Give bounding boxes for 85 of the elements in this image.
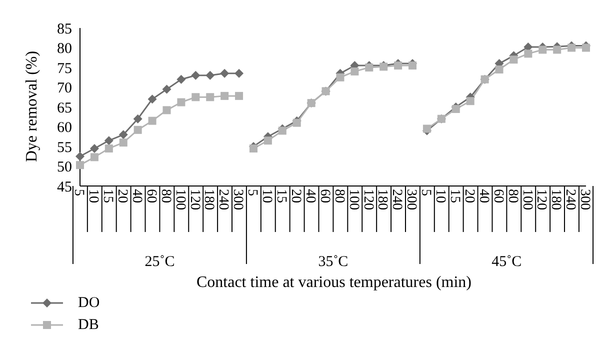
point — [206, 70, 215, 80]
x-tick-label: 120 — [534, 189, 549, 210]
x-tick-label: 10 — [432, 189, 448, 203]
point — [206, 93, 214, 102]
x-tick-label: 300 — [230, 189, 246, 210]
x-tick-label: 60 — [143, 189, 158, 203]
y-tick-label: 60 — [57, 120, 72, 136]
y-tick-label: 85 — [57, 21, 72, 38]
point — [235, 92, 244, 100]
x-tick-label: 240 — [216, 189, 231, 210]
x-tick-label: 80 — [331, 189, 346, 203]
x-tick-label: 120 — [360, 189, 376, 210]
y-tick-label: 45 — [57, 179, 72, 196]
point — [538, 46, 547, 54]
y-tick-label: 65 — [57, 100, 72, 116]
x-tick-label: 15 — [446, 189, 462, 203]
point — [422, 124, 431, 133]
x-axis-title: Contact time at various temperatures (min) — [195, 274, 473, 292]
text: 35˚C — [318, 254, 348, 270]
x-tick-label: 300 — [404, 189, 419, 210]
x-tick-label: 40 — [476, 189, 491, 203]
x-tick-label: 180 — [374, 189, 390, 210]
point — [104, 144, 113, 152]
point — [162, 84, 172, 94]
y-tick-label: 80 — [57, 41, 72, 58]
point — [134, 126, 142, 134]
point — [177, 98, 186, 106]
point — [510, 56, 518, 64]
point — [119, 138, 128, 147]
x-tick-label: 20 — [114, 189, 130, 203]
x-tick-label: 60 — [490, 189, 506, 203]
point — [191, 70, 200, 80]
text: 25˚C — [144, 254, 175, 270]
x-tick-label: 180 — [201, 189, 216, 210]
point — [582, 44, 590, 52]
x-tick-label: 5 — [71, 189, 86, 196]
point — [220, 92, 229, 100]
point — [76, 161, 84, 170]
x-tick-label: 100 — [346, 189, 361, 210]
x-tick-label: 40 — [128, 189, 144, 203]
x-tick-label: 15 — [100, 189, 116, 203]
y-tick-label: 55 — [57, 140, 72, 156]
x-tick-label: 180 — [548, 189, 564, 210]
x-tick-label: 240 — [562, 189, 578, 210]
x-tick-label: 120 — [186, 189, 202, 210]
x-tick-label: 5 — [418, 189, 434, 196]
point — [192, 93, 200, 102]
point — [162, 106, 171, 114]
point — [495, 65, 504, 74]
x-tick-label: 5 — [244, 189, 260, 196]
point — [104, 136, 114, 146]
x-tick-label: 20 — [288, 189, 303, 203]
x-tick-label: 80 — [504, 189, 520, 203]
x-tick-label: 80 — [158, 189, 173, 203]
x-tick-label: 10 — [86, 189, 101, 203]
y-tick-label: 50 — [57, 160, 72, 176]
x-tick-label: 300 — [577, 189, 592, 210]
legend-label: DB — [78, 316, 99, 334]
y-tick-label: 75 — [57, 60, 72, 77]
point — [90, 153, 98, 162]
point — [220, 68, 230, 78]
text: 45˚C — [492, 254, 522, 270]
point — [176, 74, 186, 84]
point — [90, 144, 99, 153]
y-axis-title: Dye removal (%) — [24, 50, 41, 162]
point — [234, 68, 244, 78]
x-tick-label: 100 — [172, 189, 188, 210]
point — [76, 152, 84, 161]
legend-label: DO — [78, 294, 100, 312]
point — [524, 50, 532, 58]
point — [148, 94, 157, 104]
point — [118, 130, 128, 140]
x-tick-label: 240 — [389, 189, 404, 210]
point — [148, 116, 156, 125]
x-tick-label: 15 — [274, 189, 288, 203]
point — [553, 46, 562, 54]
x-tick-label: 60 — [316, 189, 332, 203]
x-tick-label: 20 — [461, 189, 476, 203]
x-tick-label: 10 — [259, 189, 274, 203]
point — [466, 97, 474, 106]
point — [133, 114, 142, 124]
x-tick-label: 100 — [519, 189, 534, 210]
y-tick-label: 70 — [57, 80, 72, 97]
x-tick-label: 40 — [302, 189, 318, 203]
point — [568, 44, 576, 52]
